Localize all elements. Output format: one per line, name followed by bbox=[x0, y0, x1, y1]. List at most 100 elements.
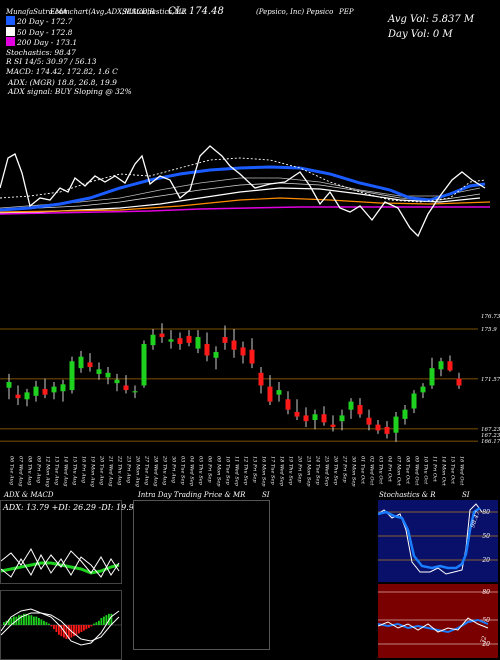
candle-body bbox=[285, 399, 291, 410]
date-label: 08 Thu Aug bbox=[27, 456, 33, 485]
macd-histogram-bar bbox=[58, 625, 60, 635]
candle bbox=[33, 380, 39, 402]
swatch-200-icon bbox=[6, 37, 15, 47]
macd-histogram-bar bbox=[13, 616, 15, 625]
date-label: 04 Fri Oct bbox=[387, 456, 393, 483]
date-label: 02 Wed Oct bbox=[369, 456, 375, 486]
candle bbox=[357, 398, 363, 418]
date-label: 07 Mon Oct bbox=[396, 456, 402, 487]
macd-chart bbox=[1, 608, 121, 646]
candle bbox=[60, 379, 66, 402]
candle bbox=[141, 340, 147, 388]
macd-histogram-bar bbox=[90, 625, 93, 627]
candle-body bbox=[150, 334, 156, 346]
macd-histogram-bar bbox=[88, 625, 90, 628]
stoch-label: SLStochastics,MR bbox=[122, 8, 187, 16]
candle bbox=[294, 399, 300, 421]
date-label: 27 Fri Sep bbox=[342, 455, 348, 483]
rsi-readout: R SI 14/5: 30.97 / 56.13 bbox=[6, 57, 97, 67]
candle bbox=[276, 382, 282, 402]
candle-body bbox=[123, 385, 129, 391]
date-label: 15 Thu Aug bbox=[72, 456, 78, 485]
price-label: 171.57 bbox=[481, 377, 500, 383]
macd-histogram-bar bbox=[48, 623, 50, 625]
date-label: 17 Tue Sep bbox=[270, 456, 276, 485]
swatch-20-icon bbox=[6, 16, 15, 25]
candle bbox=[402, 405, 408, 425]
date-label: 11 Fri Oct bbox=[432, 456, 438, 483]
ema-legend: 20 Day - 172.7 50 Day - 172.8 200 Day - … bbox=[6, 16, 118, 77]
date-label: 30 Mon Sep bbox=[351, 456, 357, 487]
ema-50-line bbox=[0, 177, 481, 209]
date-label: 09 Fri Aug bbox=[36, 456, 42, 483]
date-label: 19 Mon Aug bbox=[90, 456, 96, 487]
stoch-value: 98.47 bbox=[469, 510, 482, 529]
date-label: 27 Tue Aug bbox=[144, 455, 150, 485]
stoch-panel-title: Stochastics & R bbox=[379, 491, 436, 499]
date-label: 12 Thu Sep bbox=[243, 456, 249, 486]
adx-values: ADX: 13.79 +DI: 26.29 -DI: 19.92 bbox=[3, 503, 139, 512]
candle bbox=[51, 382, 57, 400]
macd-histogram-bar bbox=[55, 625, 58, 632]
candle-body bbox=[330, 424, 336, 427]
date-label: 16 Wed Oct bbox=[459, 456, 465, 486]
stochastics-panel: 80 50 20 98.47 bbox=[378, 500, 498, 582]
candle bbox=[42, 378, 48, 399]
candle-body bbox=[132, 391, 138, 393]
candle-body bbox=[114, 379, 120, 384]
macd-histogram-bar bbox=[40, 619, 43, 625]
macd-histogram-bar bbox=[3, 622, 5, 625]
stoch-level-80: 80 bbox=[482, 509, 490, 516]
macd-signal-line bbox=[1, 612, 120, 642]
candle-body bbox=[240, 347, 246, 356]
macd-histogram-bar bbox=[65, 625, 68, 639]
candle bbox=[267, 375, 273, 406]
candle bbox=[330, 415, 336, 432]
candle-body bbox=[366, 417, 372, 425]
candle bbox=[204, 332, 210, 362]
swatch-50-icon bbox=[6, 26, 15, 36]
candle-body bbox=[231, 340, 237, 350]
candle-body bbox=[15, 394, 21, 399]
candle-body bbox=[339, 415, 345, 422]
date-label: 06 Fri Sep bbox=[207, 456, 213, 483]
candle-body bbox=[267, 386, 273, 402]
candle bbox=[249, 338, 255, 369]
candle-body bbox=[312, 414, 318, 421]
date-label: 28 Wed Aug bbox=[153, 455, 159, 486]
rsi-value: 32 bbox=[479, 635, 488, 645]
date-label: 16 Fri Aug bbox=[81, 456, 87, 483]
macd-histogram-bar bbox=[45, 622, 48, 625]
date-label: 29 Thu Aug bbox=[162, 455, 168, 485]
candle-body bbox=[276, 390, 282, 395]
date-label: 20 Fri Sep bbox=[297, 455, 303, 483]
macd-histogram-bar bbox=[95, 622, 98, 625]
candle bbox=[132, 385, 138, 399]
ema-200-magenta-line bbox=[0, 206, 490, 215]
macd-histogram-bar bbox=[18, 615, 20, 625]
candle-body bbox=[249, 349, 255, 364]
candle-body bbox=[141, 343, 147, 386]
candle-body bbox=[438, 361, 444, 370]
macd-histogram-bar bbox=[75, 625, 78, 635]
macd-histogram-bar bbox=[68, 625, 70, 639]
candle-body bbox=[402, 409, 408, 419]
candle-body bbox=[393, 416, 399, 433]
candle-body bbox=[42, 388, 48, 395]
candle-body bbox=[87, 362, 93, 368]
date-label: 13 Fri Sep bbox=[252, 456, 258, 483]
candle-body bbox=[204, 343, 210, 356]
macd-readout: MACD: 174.42, 172.82, 1.6 C bbox=[6, 66, 118, 76]
candle-body bbox=[78, 356, 84, 369]
candle-body bbox=[186, 335, 192, 343]
candle bbox=[312, 409, 318, 430]
adx-panel-title: ADX & MACD bbox=[4, 491, 54, 499]
macd-histogram-bar bbox=[23, 613, 25, 625]
candle-body bbox=[213, 352, 219, 358]
candle bbox=[447, 355, 453, 372]
macd-histogram-bar bbox=[28, 615, 30, 625]
candle bbox=[240, 341, 246, 364]
candle bbox=[321, 406, 327, 426]
date-label: 19 Thu Sep bbox=[288, 456, 294, 486]
